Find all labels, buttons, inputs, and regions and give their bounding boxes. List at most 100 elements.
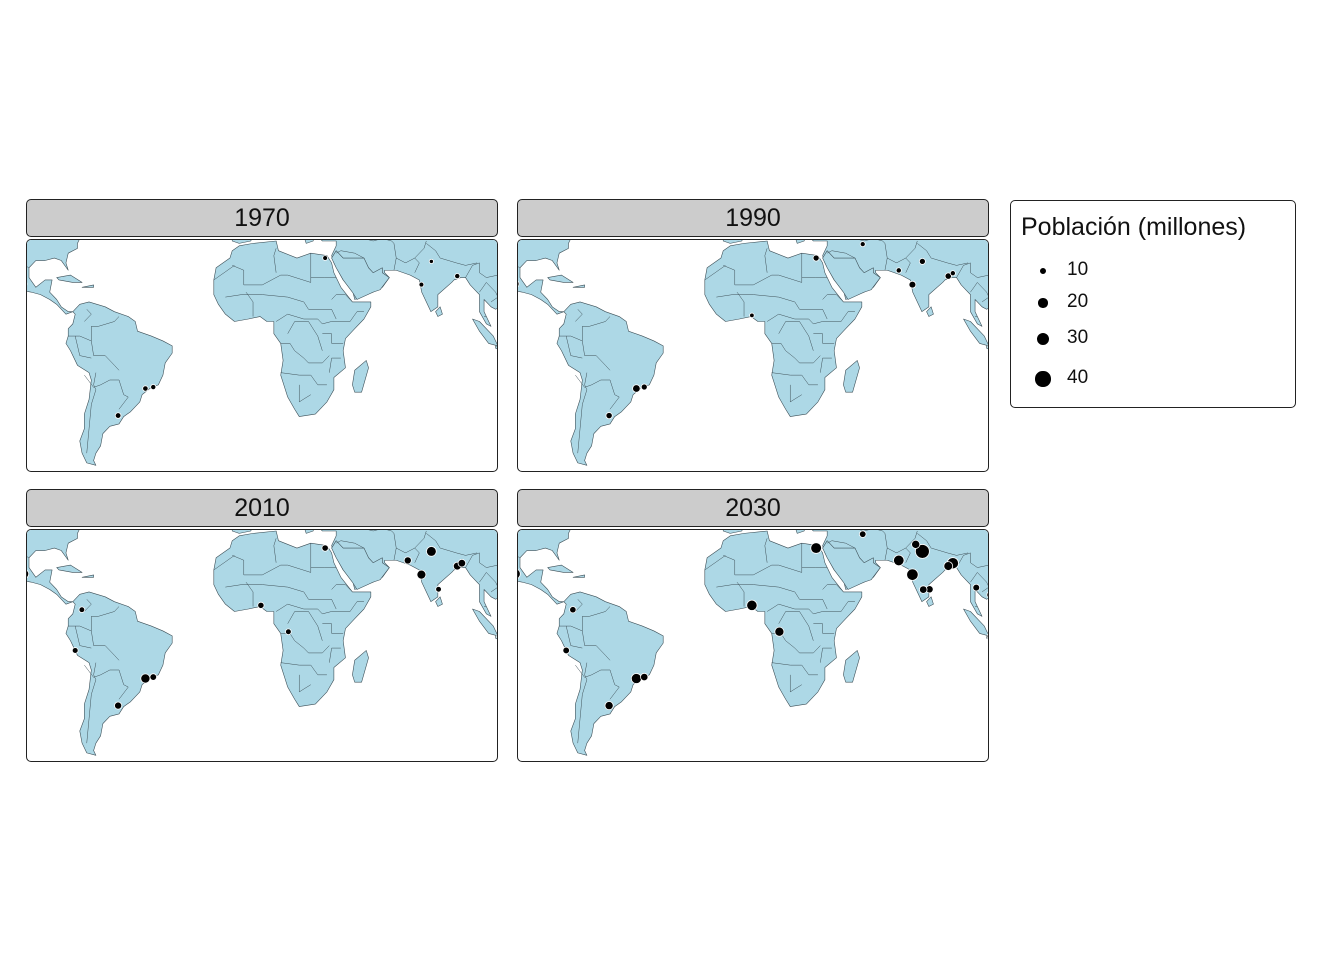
city-point: [78, 606, 86, 613]
city-point: [810, 542, 822, 554]
land-polygon: [926, 306, 934, 317]
country-border: [329, 647, 341, 663]
land-polygon: [822, 540, 881, 590]
country-border: [771, 343, 821, 364]
world-map: [517, 239, 989, 472]
city-point: [457, 559, 467, 568]
country-border: [68, 606, 120, 632]
country-border: [736, 582, 745, 607]
land-polygon: [56, 274, 83, 283]
country-border: [331, 294, 353, 303]
country-border: [426, 243, 478, 266]
country-border: [582, 340, 611, 371]
city-point: [640, 672, 649, 682]
country-border: [232, 543, 312, 576]
facet-panel-1970: 1970: [26, 199, 498, 472]
land-polygon: [518, 240, 571, 315]
country-border: [970, 282, 988, 303]
country-border: [778, 321, 814, 351]
country-border: [565, 626, 583, 649]
country-border: [905, 547, 911, 563]
country-border: [287, 321, 323, 351]
map-svg: [27, 240, 497, 466]
city-point: [858, 530, 867, 538]
country-border: [74, 626, 92, 649]
country-border: [575, 599, 583, 612]
country-border: [771, 662, 818, 676]
facet-year-label: 2010: [234, 493, 290, 522]
country-border: [822, 584, 844, 593]
country-border: [414, 257, 420, 273]
land-polygon: [435, 596, 443, 607]
facet-strip: 2010: [26, 489, 498, 527]
facet-panel-2010: 2010: [26, 489, 498, 762]
country-border: [336, 250, 365, 259]
country-border: [280, 343, 330, 364]
city-point: [140, 673, 151, 684]
country-border: [704, 555, 726, 571]
country-border: [778, 611, 814, 641]
city-point: [257, 601, 265, 609]
country-border: [884, 240, 918, 264]
world-map: [517, 529, 989, 762]
country-border: [820, 647, 832, 663]
country-border: [723, 253, 803, 286]
country-border: [827, 540, 856, 549]
land-polygon: [547, 274, 574, 283]
country-border: [86, 372, 97, 454]
land-polygon: [963, 608, 988, 636]
country-border: [577, 662, 588, 744]
city-point: [418, 281, 425, 288]
legend-symbol: [1037, 297, 1049, 309]
country-border: [84, 599, 92, 612]
country-border: [245, 582, 254, 607]
country-border: [884, 257, 888, 271]
country-border: [884, 547, 888, 561]
country-border: [368, 240, 395, 244]
city-point: [632, 384, 641, 393]
country-border: [859, 240, 886, 244]
city-points: [518, 530, 988, 711]
city-point: [859, 241, 866, 248]
city-point: [285, 628, 292, 636]
country-border: [956, 552, 988, 568]
country-border: [479, 572, 497, 593]
country-border: [322, 333, 344, 344]
country-border: [559, 606, 611, 632]
city-points: [27, 255, 461, 419]
land-polygon: [65, 591, 173, 756]
land-polygon: [556, 301, 664, 466]
legend-label: 30: [1067, 327, 1089, 348]
facet-year-label: 1970: [234, 203, 290, 232]
city-point: [605, 412, 613, 420]
city-point: [426, 546, 437, 557]
country-border: [368, 530, 395, 534]
city-point: [986, 591, 988, 598]
land-polygon: [27, 530, 80, 605]
country-border: [575, 309, 583, 322]
city-point: [518, 569, 521, 579]
city-point: [749, 312, 755, 319]
facet-panel-2030: 2030: [517, 489, 989, 762]
country-border: [767, 603, 842, 615]
legend-item: 40: [1011, 365, 1295, 395]
legend-item: 30: [1011, 325, 1295, 355]
country-border: [827, 250, 856, 259]
city-point: [943, 561, 954, 571]
facet-strip: 1990: [517, 199, 989, 237]
city-point: [114, 412, 122, 419]
land-layer: [27, 530, 497, 756]
city-point: [27, 569, 30, 578]
country-border: [225, 584, 337, 610]
city-point: [322, 255, 328, 261]
land-polygon: [722, 530, 805, 534]
city-point: [908, 280, 917, 289]
country-border: [91, 630, 120, 661]
city-point: [918, 257, 926, 265]
city-point: [149, 673, 158, 681]
land-polygon: [843, 360, 860, 393]
country-border: [426, 533, 478, 556]
land-polygon: [231, 240, 314, 244]
country-border: [465, 262, 497, 278]
city-point: [630, 673, 642, 684]
